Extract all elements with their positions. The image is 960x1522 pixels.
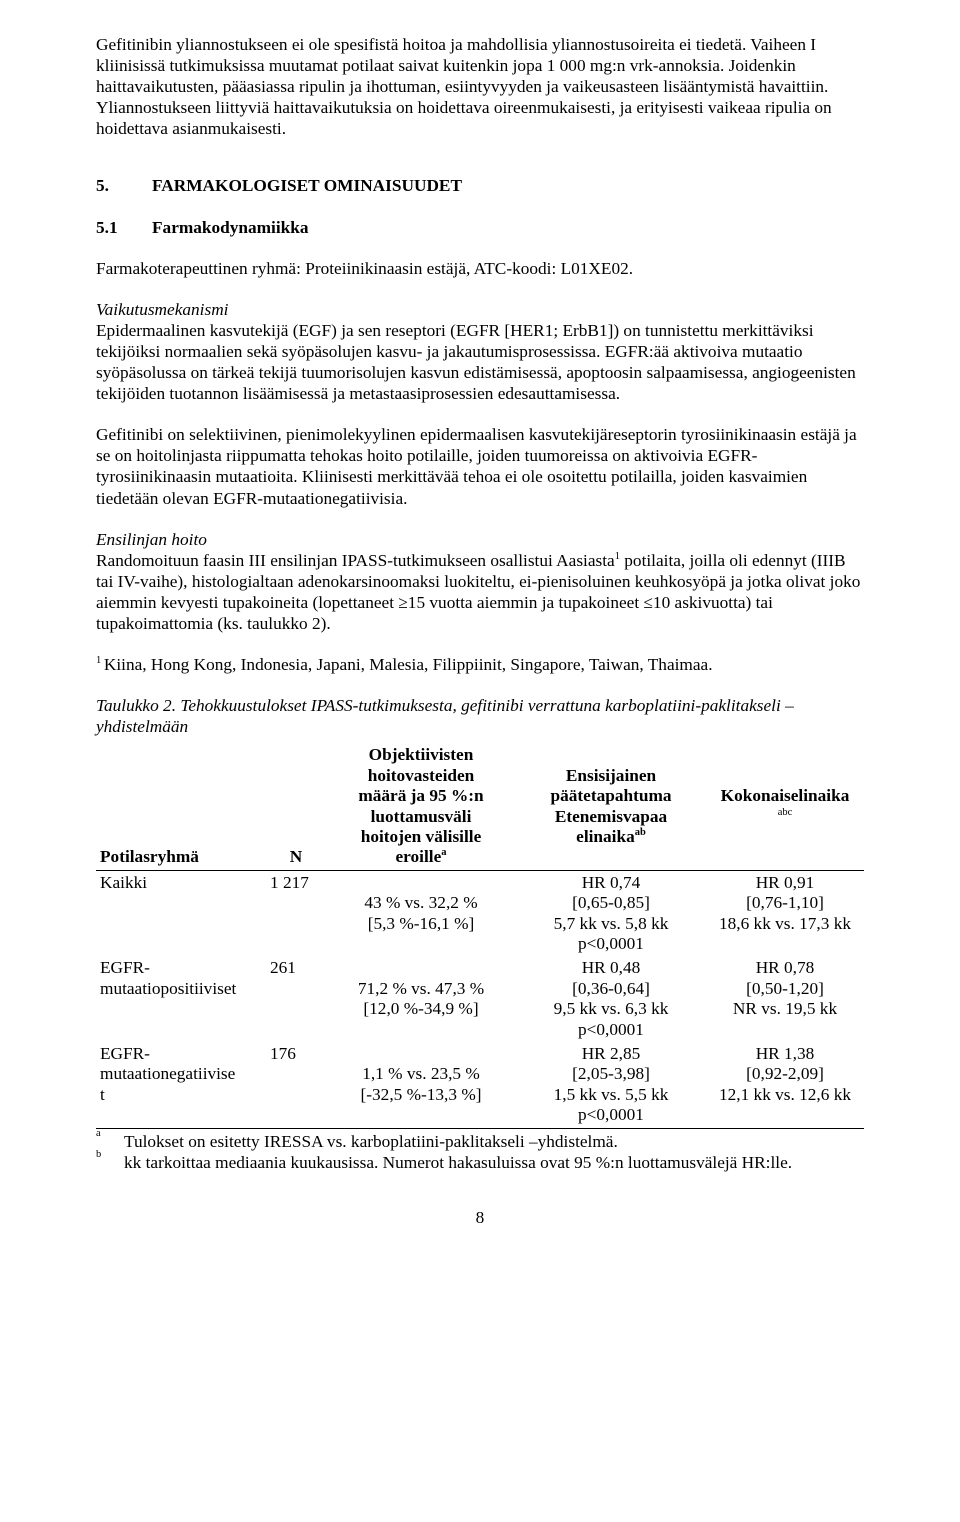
subheading-italic: Ensilinjan hoito — [96, 530, 207, 549]
paragraph-text: Epidermaalinen kasvutekijä (EGF) ja sen … — [96, 321, 856, 403]
table-row: Kaikki1 21743 % vs. 32,2 %[5,3 %-16,1 %]… — [96, 870, 864, 956]
table-cell: HR 1,38[0,92-2,09]12,1 kk vs. 12,6 kk — [706, 1042, 864, 1128]
table-header: Objektiivisten hoitovasteiden määrä ja 9… — [326, 743, 516, 870]
table-row: EGFR-mutaationegatiiviset1761,1 % vs. 23… — [96, 1042, 864, 1128]
table-cell: EGFR-mutaatiopositiiviset — [96, 956, 266, 1042]
table-cell: HR 0,74[0,65-0,85]5,7 kk vs. 5,8 kkp<0,0… — [516, 870, 706, 956]
table-cell: 43 % vs. 32,2 %[5,3 %-16,1 %] — [326, 870, 516, 956]
table-header: N — [266, 743, 326, 870]
section-heading-5: 5. FARMAKOLOGISET OMINAISUUDET — [96, 175, 864, 196]
table-cell: EGFR-mutaationegatiiviset — [96, 1042, 266, 1128]
table-cell: 1 217 — [266, 870, 326, 956]
paragraph: Gefitinibin yliannostukseen ei ole spesi… — [96, 34, 864, 139]
table-cell: 176 — [266, 1042, 326, 1128]
heading-number: 5.1 — [96, 217, 152, 238]
document-page: Gefitinibin yliannostukseen ei ole spesi… — [0, 0, 960, 1522]
table-header: Potilasryhmä — [96, 743, 266, 870]
table-row: EGFR-mutaatiopositiiviset26171,2 % vs. 4… — [96, 956, 864, 1042]
footnote-text: kk tarkoittaa mediaania kuukausissa. Num… — [124, 1152, 864, 1173]
section-heading-5-1: 5.1 Farmakodynamiikka — [96, 217, 864, 238]
paragraph-text: Randomoituun faasin III ensilinjan IPASS… — [96, 551, 615, 570]
table-footnotes: a Tulokset on esitetty IRESSA vs. karbop… — [96, 1128, 864, 1173]
paragraph: Farmakoterapeuttinen ryhmä: Proteiinikin… — [96, 258, 864, 279]
table-cell: 1,1 % vs. 23,5 %[-32,5 %-13,3 %] — [326, 1042, 516, 1128]
table-header: Ensisijainen päätetapahtuma Etenemisvapa… — [516, 743, 706, 870]
efficacy-table: Potilasryhmä N Objektiivisten hoitovaste… — [96, 743, 864, 1127]
subheading-italic: Vaikutusmekanismi — [96, 300, 228, 319]
table-cell: HR 0,48[0,36-0,64]9,5 kk vs. 6,3 kkp<0,0… — [516, 956, 706, 1042]
heading-text: FARMAKOLOGISET OMINAISUUDET — [152, 175, 462, 196]
paragraph: Ensilinjan hoito Randomoituun faasin III… — [96, 529, 864, 634]
superscript-ref: 1 — [96, 655, 104, 666]
table-header: Kokonaiselinaika abc — [706, 743, 864, 870]
table-cell: HR 2,85[2,05-3,98]1,5 kk vs. 5,5 kkp<0,0… — [516, 1042, 706, 1128]
footnote-text: Tulokset on esitetty IRESSA vs. karbopla… — [124, 1131, 864, 1152]
footnote-line: 1 Kiina, Hong Kong, Indonesia, Japani, M… — [96, 654, 864, 675]
paragraph: Gefitinibi on selektiivinen, pienimoleky… — [96, 424, 864, 508]
table-cell: 261 — [266, 956, 326, 1042]
table-cell: HR 0,78[0,50-1,20]NR vs. 19,5 kk — [706, 956, 864, 1042]
table-cell: Kaikki — [96, 870, 266, 956]
table-cell: HR 0,91[0,76-1,10]18,6 kk vs. 17,3 kk — [706, 870, 864, 956]
table-cell: 71,2 % vs. 47,3 %[12,0 %-34,9 %] — [326, 956, 516, 1042]
table-title: Taulukko 2. Tehokkuustulokset IPASS-tutk… — [96, 695, 864, 737]
heading-text: Farmakodynamiikka — [152, 217, 309, 238]
heading-number: 5. — [96, 175, 152, 196]
page-number: 8 — [96, 1207, 864, 1228]
footnote-text: Kiina, Hong Kong, Indonesia, Japani, Mal… — [104, 655, 713, 674]
footnote-key: b — [96, 1152, 124, 1173]
paragraph: Vaikutusmekanismi Epidermaalinen kasvute… — [96, 299, 864, 404]
